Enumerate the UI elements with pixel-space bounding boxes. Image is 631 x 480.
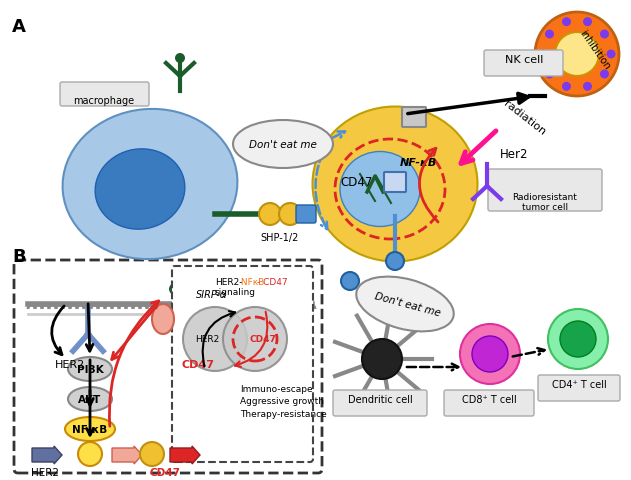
Text: NF-κB: NF-κB: [400, 157, 437, 168]
Text: CD47: CD47: [250, 335, 276, 344]
Text: signaling: signaling: [215, 288, 256, 296]
Text: Immuno-escape
Aggressive growth
Therapy-resistance: Immuno-escape Aggressive growth Therapy-…: [240, 384, 327, 418]
FancyArrow shape: [170, 446, 200, 464]
Text: Her2: Her2: [500, 148, 529, 161]
FancyBboxPatch shape: [14, 261, 322, 473]
Text: radiation: radiation: [502, 98, 548, 137]
Circle shape: [472, 336, 508, 372]
FancyBboxPatch shape: [484, 51, 563, 77]
Text: NFκB: NFκB: [238, 277, 264, 287]
Circle shape: [78, 442, 102, 466]
Circle shape: [460, 324, 520, 384]
Ellipse shape: [65, 417, 115, 441]
Circle shape: [259, 204, 281, 226]
Text: Dendritic cell: Dendritic cell: [348, 394, 413, 404]
Ellipse shape: [340, 152, 420, 227]
Text: HER2: HER2: [195, 335, 219, 344]
Text: HER2: HER2: [55, 359, 85, 369]
Circle shape: [562, 18, 571, 27]
FancyBboxPatch shape: [488, 169, 602, 212]
Text: PI3K: PI3K: [76, 364, 103, 374]
Circle shape: [175, 54, 185, 64]
Ellipse shape: [233, 121, 333, 168]
Circle shape: [169, 283, 181, 295]
Text: macrophage: macrophage: [73, 96, 134, 106]
Circle shape: [545, 30, 554, 39]
FancyArrow shape: [32, 446, 62, 464]
Ellipse shape: [68, 387, 112, 411]
Circle shape: [362, 339, 402, 379]
Circle shape: [555, 33, 599, 77]
Ellipse shape: [95, 150, 185, 230]
FancyBboxPatch shape: [296, 205, 316, 224]
Text: SIRP-α: SIRP-α: [196, 289, 227, 300]
FancyBboxPatch shape: [384, 173, 406, 192]
Text: CD4⁺ T cell: CD4⁺ T cell: [551, 379, 606, 389]
Circle shape: [183, 283, 195, 295]
Circle shape: [386, 252, 404, 270]
Circle shape: [600, 30, 609, 39]
Text: B: B: [12, 248, 26, 265]
Text: Don't eat me: Don't eat me: [374, 291, 442, 318]
Circle shape: [600, 71, 609, 79]
Circle shape: [583, 18, 592, 27]
Text: inhibition: inhibition: [577, 28, 612, 71]
FancyArrow shape: [112, 446, 142, 464]
Circle shape: [538, 50, 548, 60]
Ellipse shape: [62, 109, 237, 260]
Text: CD47: CD47: [181, 359, 214, 369]
Circle shape: [548, 309, 608, 369]
Ellipse shape: [152, 304, 174, 334]
Text: A: A: [12, 18, 26, 36]
Text: CD47: CD47: [150, 467, 180, 477]
Text: AKT: AKT: [78, 394, 102, 404]
Ellipse shape: [312, 107, 478, 262]
Text: Don't eat me: Don't eat me: [249, 140, 317, 150]
Ellipse shape: [357, 277, 454, 332]
FancyBboxPatch shape: [444, 390, 534, 416]
FancyBboxPatch shape: [60, 83, 149, 107]
Circle shape: [545, 71, 554, 79]
Text: NF-κB: NF-κB: [73, 424, 108, 434]
Text: SHP-1/2: SHP-1/2: [261, 232, 299, 242]
Circle shape: [562, 83, 571, 92]
Circle shape: [223, 307, 287, 371]
Circle shape: [560, 321, 596, 357]
Text: Radioresistant
tumor cell: Radioresistant tumor cell: [512, 192, 577, 212]
Circle shape: [279, 204, 301, 226]
Circle shape: [535, 13, 619, 97]
Text: HER2-: HER2-: [215, 277, 242, 287]
Text: NK cell: NK cell: [505, 55, 543, 65]
Circle shape: [341, 273, 359, 290]
FancyBboxPatch shape: [172, 266, 313, 462]
Circle shape: [183, 307, 247, 371]
FancyBboxPatch shape: [333, 390, 427, 416]
FancyBboxPatch shape: [538, 375, 620, 401]
Text: HER2: HER2: [31, 467, 59, 477]
Ellipse shape: [68, 357, 112, 381]
FancyBboxPatch shape: [402, 108, 426, 128]
Text: CD47: CD47: [340, 175, 372, 188]
Circle shape: [140, 442, 164, 466]
Text: CD8⁺ T cell: CD8⁺ T cell: [462, 394, 516, 404]
Circle shape: [583, 83, 592, 92]
Circle shape: [606, 50, 615, 60]
Text: - CD47: - CD47: [257, 277, 288, 287]
